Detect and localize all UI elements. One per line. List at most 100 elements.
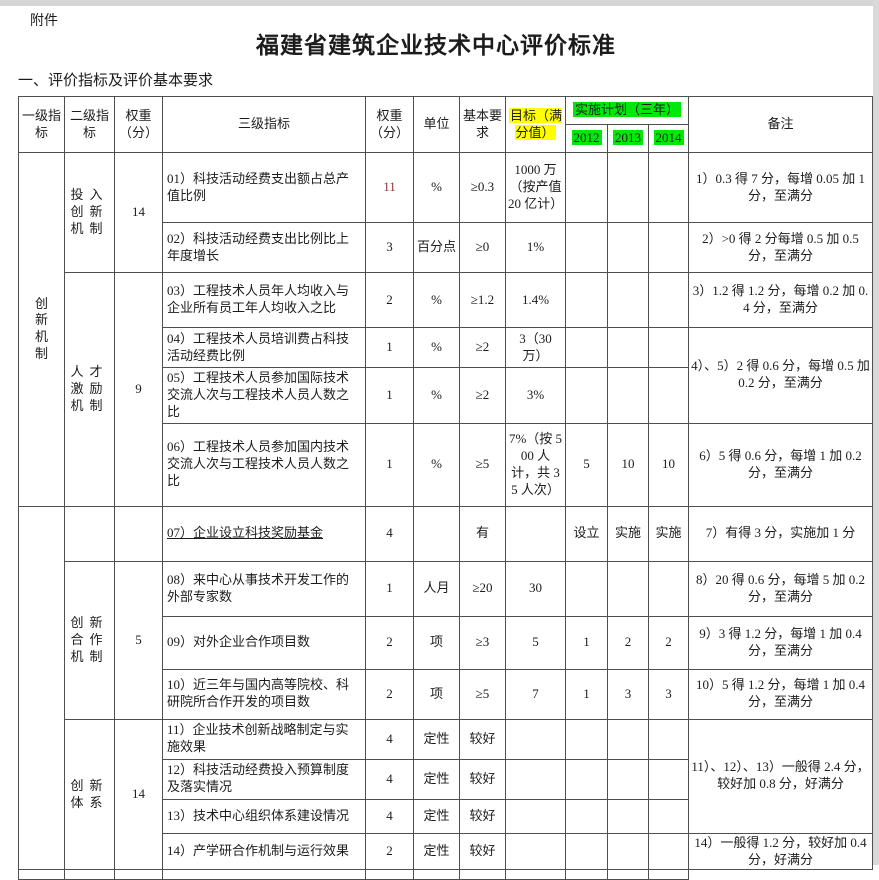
- weight-cell: 4: [365, 505, 414, 562]
- plan-2012-cell: 5: [565, 422, 608, 507]
- remark-cell: 2）>0 得 2 分每增 0.5 加 0.5 分，至满分: [688, 222, 874, 273]
- weight-cell: 4: [365, 758, 414, 800]
- level1-cell-continued: [18, 505, 65, 871]
- table-row: 人才激励机制 9 03）工程技术人员年人均收入与企业所有员工年人均收入之比 2 …: [19, 272, 874, 507]
- indicator-label: 07）企业设立科技奖励基金: [162, 505, 366, 562]
- target-cell: [459, 869, 506, 880]
- table-row: 10）近三年与国内高等院校、科研院所合作开发的项目数 2 项 ≥5 7 1 3 …: [19, 668, 874, 720]
- table-row: 12）科技活动经费投入预算制度及落实情况 4 定性 较好: [19, 758, 873, 800]
- year-2012-highlight: 2012: [571, 130, 602, 146]
- header-remark: 备注: [688, 96, 874, 153]
- weight-cell: 2: [365, 668, 414, 720]
- level2-weight-cell: 5: [114, 560, 163, 720]
- plan-2014-cell: [647, 367, 690, 424]
- plan-2012-cell: [565, 832, 608, 871]
- plan-2013-cell: [607, 327, 649, 368]
- plan-2012-cell: [505, 869, 566, 880]
- plan-2012-cell: [565, 272, 608, 328]
- weight-cell: 4: [365, 798, 414, 834]
- remark-cell: 8）20 得 0.6 分，每增 5 加 0.2 分，至满分: [688, 560, 874, 617]
- basic-cell: ≥2: [459, 327, 506, 368]
- unit-cell: %: [413, 272, 460, 328]
- unit-cell: [365, 869, 414, 880]
- level2-weight-cell-empty: [114, 505, 163, 562]
- weight-cell: 1: [365, 422, 414, 507]
- header-l1: 一级指标: [18, 96, 65, 153]
- page-title: 福建省建筑企业技术中心评价标准: [256, 33, 616, 58]
- table-row: 07）企业设立科技奖励基金 4 有 设立 实施 实施 7）有得 3 分，实施加 …: [18, 505, 874, 871]
- table-row: 02）科技活动经费支出比例比上年度增长 3 百分点 ≥0 1% 2）>0 得 2…: [19, 222, 874, 273]
- plan-2014-cell: [647, 560, 690, 617]
- target-cell: 7: [505, 668, 566, 720]
- weight-cell: 1: [365, 327, 414, 368]
- level2-cell-empty: [18, 869, 65, 880]
- target-cell: [505, 798, 566, 834]
- remark-cell: 10）5 得 1.2 分，每增 1 加 0.4 分，至满分: [688, 668, 874, 720]
- basic-cell: ≥3: [459, 615, 506, 670]
- plan-2013-cell: [565, 869, 608, 880]
- header-year-2014: 2014: [647, 124, 690, 153]
- unit-cell: 百分点: [413, 222, 460, 273]
- table-row: 09）对外企业合作项目数 2 项 ≥3 5 1 2 2 9）3 得 1.2 分，…: [19, 615, 874, 670]
- weight-cell: 2: [365, 272, 414, 328]
- header-weight3: 权重（分）: [365, 96, 414, 153]
- plan-2014-cell: [647, 758, 690, 800]
- section-heading: 一、评价指标及评价基本要求: [18, 73, 214, 89]
- plan-2013-cell: 3: [607, 668, 649, 720]
- unit-cell: 项: [413, 668, 460, 720]
- target-cell: [505, 718, 566, 760]
- table-row: 04）工程技术人员培训费占科技活动经费比例 1 % ≥2 3（30 万） 4）、…: [19, 327, 874, 424]
- header-basic: 基本要求: [459, 96, 506, 153]
- level2-cell: 投入创新机制: [64, 152, 115, 273]
- plan-2012-cell: [565, 718, 608, 760]
- plan-2014-cell: [647, 327, 690, 368]
- target-highlight: 目标（满分值）: [508, 107, 562, 140]
- target-cell: [505, 505, 566, 562]
- level2-cell: 创新合作机制: [64, 560, 115, 720]
- plan-2012-cell: [565, 758, 608, 800]
- indicator-label: 10）近三年与国内高等院校、科研院所合作开发的项目数: [162, 668, 366, 720]
- scan-edge-top: [0, 0, 879, 6]
- plan-2012-cell: 设立: [565, 505, 608, 562]
- remark-cell: 14）一般得 1.2 分，较好加 0.4 分，好满分: [688, 832, 874, 871]
- plan-2013-cell: [607, 272, 649, 328]
- target-cell: [505, 832, 566, 871]
- plan-highlight: 实施计划（三年）: [573, 102, 682, 118]
- target-cell: 1.4%: [505, 272, 566, 328]
- plan-2013-cell: 2: [607, 615, 649, 670]
- remark-cell: 9）3 得 1.2 分，每增 1 加 0.4 分，至满分: [688, 615, 874, 670]
- weight-cell: 1: [365, 367, 414, 424]
- plan-2012-cell: [565, 560, 608, 617]
- indicator-label: 02）科技活动经费支出比例比上年度增长: [162, 222, 366, 273]
- plan-2013-cell: [607, 758, 649, 800]
- plan-2014-cell: [647, 222, 690, 273]
- remark-cell: [647, 869, 690, 880]
- level1-cell: 创新机制: [18, 152, 65, 507]
- indicator-label: [114, 869, 163, 880]
- plan-2013-cell: [607, 718, 649, 760]
- year-2013-highlight: 2013: [613, 130, 643, 146]
- header-year-2013: 2013: [607, 124, 649, 153]
- unit-cell: 定性: [413, 798, 460, 834]
- indicator-label: 04）工程技术人员培训费占科技活动经费比例: [162, 327, 366, 368]
- basic-cell: ≥20: [459, 560, 506, 617]
- plan-2012-cell: [565, 222, 608, 273]
- header-year-2012: 2012: [565, 124, 608, 153]
- plan-2014-cell: [647, 718, 690, 760]
- basic-cell: ≥2: [459, 367, 506, 424]
- plan-2012-cell: 1: [565, 615, 608, 670]
- weight-cell: 4: [365, 718, 414, 760]
- header-l3: 三级指标: [162, 96, 366, 153]
- basic-cell: ≥5: [459, 422, 506, 507]
- remark-cell: 7）有得 3 分，实施加 1 分: [688, 505, 874, 562]
- plan-2013-cell: [607, 560, 649, 617]
- unit-cell: %: [413, 422, 460, 507]
- basic-cell: 较好: [459, 798, 506, 834]
- table-row-clipped: [18, 869, 873, 880]
- plan-2014-cell: 2: [647, 615, 690, 670]
- indicator-label: 14）产学研合作机制与运行效果: [162, 832, 366, 871]
- table-row: 创新机制 投入创新机制 14 01）科技活动经费支出额占总产值比例 11 % ≥…: [18, 152, 874, 507]
- target-cell: 1%: [505, 222, 566, 273]
- unit-cell: 项: [413, 615, 460, 670]
- level2-cell: 人才激励机制: [64, 272, 115, 507]
